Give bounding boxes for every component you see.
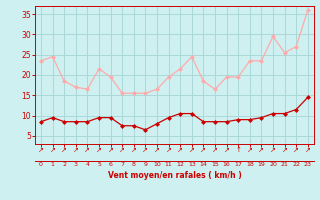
X-axis label: Vent moyen/en rafales ( km/h ): Vent moyen/en rafales ( km/h ) bbox=[108, 171, 241, 180]
